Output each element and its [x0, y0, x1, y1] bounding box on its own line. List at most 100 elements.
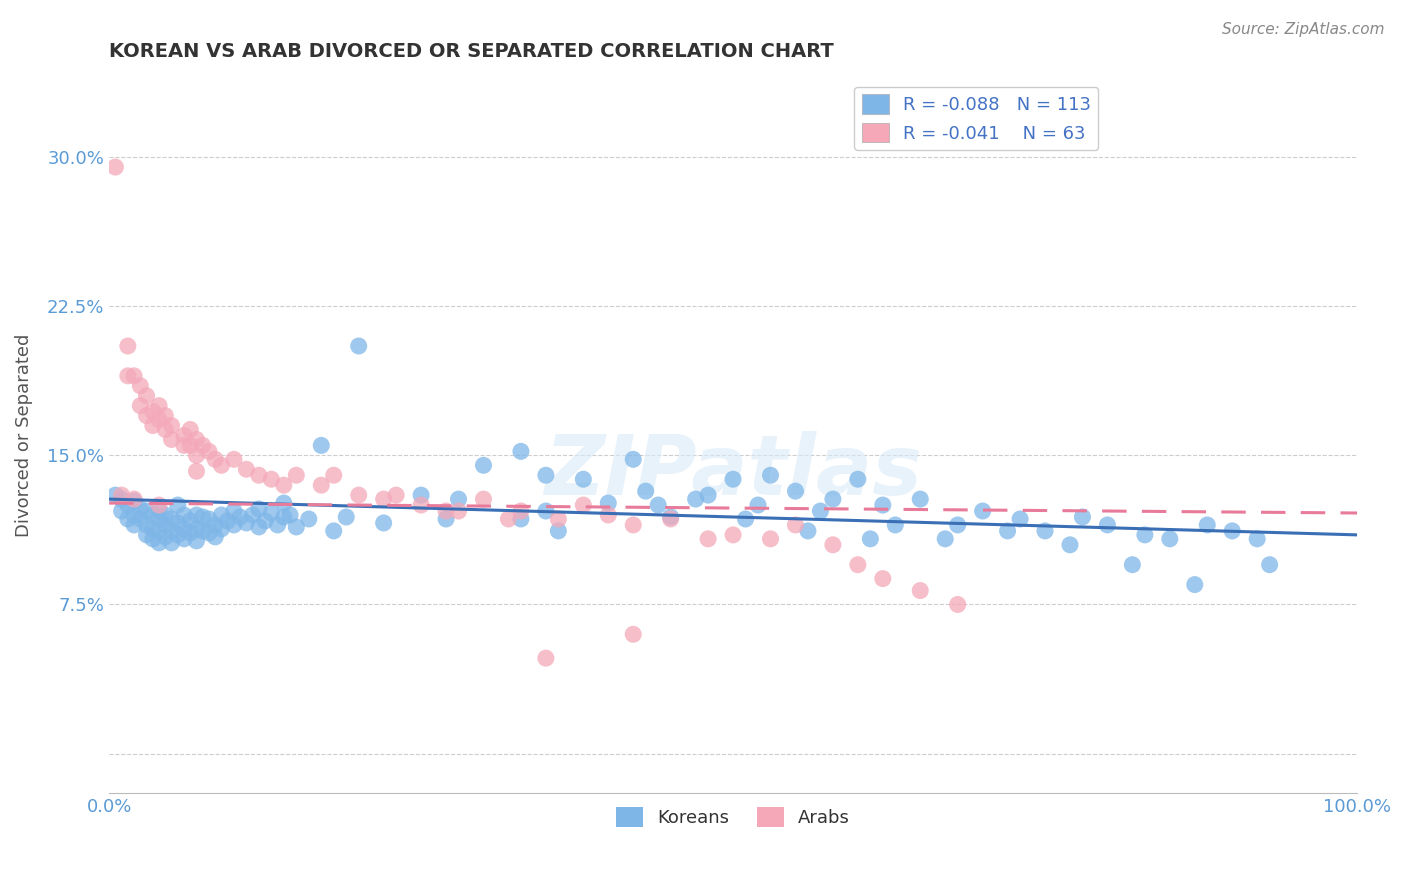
Point: [148, 399, 170, 413]
Point: [229, 510, 252, 524]
Point: [110, 492, 132, 507]
Point: [166, 516, 188, 530]
Point: [122, 492, 145, 507]
Point: [547, 524, 569, 538]
Point: [179, 514, 201, 528]
Point: [266, 517, 288, 532]
Point: [884, 517, 907, 532]
Text: Source: ZipAtlas.com: Source: ZipAtlas.com: [1222, 22, 1385, 37]
Point: [204, 517, 226, 532]
Point: [335, 510, 357, 524]
Point: [759, 468, 782, 483]
Point: [186, 433, 208, 447]
Point: [160, 433, 183, 447]
Point: [186, 464, 208, 478]
Point: [198, 525, 221, 540]
Legend: Koreans, Arabs: Koreans, Arabs: [609, 800, 858, 834]
Point: [273, 478, 295, 492]
Point: [785, 484, 807, 499]
Point: [217, 514, 239, 528]
Point: [122, 494, 145, 508]
Point: [621, 452, 644, 467]
Point: [1059, 538, 1081, 552]
Point: [173, 428, 195, 442]
Point: [191, 510, 214, 524]
Point: [309, 478, 332, 492]
Point: [122, 508, 145, 522]
Point: [155, 530, 177, 544]
Point: [242, 508, 264, 522]
Point: [1010, 512, 1032, 526]
Point: [247, 468, 270, 483]
Point: [821, 492, 844, 507]
Point: [186, 448, 208, 462]
Point: [186, 508, 208, 522]
Point: [1097, 517, 1119, 532]
Point: [204, 452, 226, 467]
Point: [447, 504, 470, 518]
Point: [785, 517, 807, 532]
Point: [434, 512, 457, 526]
Point: [409, 498, 432, 512]
Point: [447, 492, 470, 507]
Point: [846, 558, 869, 572]
Point: [1258, 558, 1281, 572]
Point: [179, 438, 201, 452]
Point: [721, 472, 744, 486]
Point: [148, 504, 170, 518]
Point: [1071, 510, 1094, 524]
Point: [721, 528, 744, 542]
Point: [1220, 524, 1243, 538]
Point: [910, 583, 932, 598]
Point: [997, 524, 1019, 538]
Point: [155, 423, 177, 437]
Point: [534, 504, 557, 518]
Point: [385, 488, 408, 502]
Point: [946, 517, 969, 532]
Point: [747, 498, 769, 512]
Point: [254, 514, 277, 528]
Point: [510, 512, 533, 526]
Point: [972, 504, 994, 518]
Point: [373, 516, 395, 530]
Point: [946, 598, 969, 612]
Point: [534, 468, 557, 483]
Point: [173, 508, 195, 522]
Point: [322, 524, 344, 538]
Point: [104, 160, 127, 174]
Point: [148, 412, 170, 426]
Point: [135, 409, 157, 423]
Point: [647, 498, 669, 512]
Point: [129, 502, 152, 516]
Point: [309, 438, 332, 452]
Point: [235, 462, 257, 476]
Point: [186, 522, 208, 536]
Point: [198, 512, 221, 526]
Point: [659, 510, 682, 524]
Point: [173, 522, 195, 536]
Point: [797, 524, 820, 538]
Point: [498, 512, 520, 526]
Point: [1121, 558, 1143, 572]
Point: [285, 468, 308, 483]
Y-axis label: Divorced or Separated: Divorced or Separated: [15, 334, 32, 537]
Point: [298, 512, 321, 526]
Point: [117, 498, 139, 512]
Point: [198, 444, 221, 458]
Point: [160, 524, 183, 538]
Point: [135, 517, 157, 532]
Point: [621, 627, 644, 641]
Point: [186, 533, 208, 548]
Point: [222, 504, 245, 518]
Point: [1246, 532, 1268, 546]
Point: [135, 504, 157, 518]
Point: [434, 504, 457, 518]
Point: [697, 532, 720, 546]
Point: [685, 492, 707, 507]
Point: [142, 532, 165, 546]
Point: [734, 512, 756, 526]
Point: [1197, 517, 1219, 532]
Point: [697, 488, 720, 502]
Point: [859, 532, 882, 546]
Point: [142, 404, 165, 418]
